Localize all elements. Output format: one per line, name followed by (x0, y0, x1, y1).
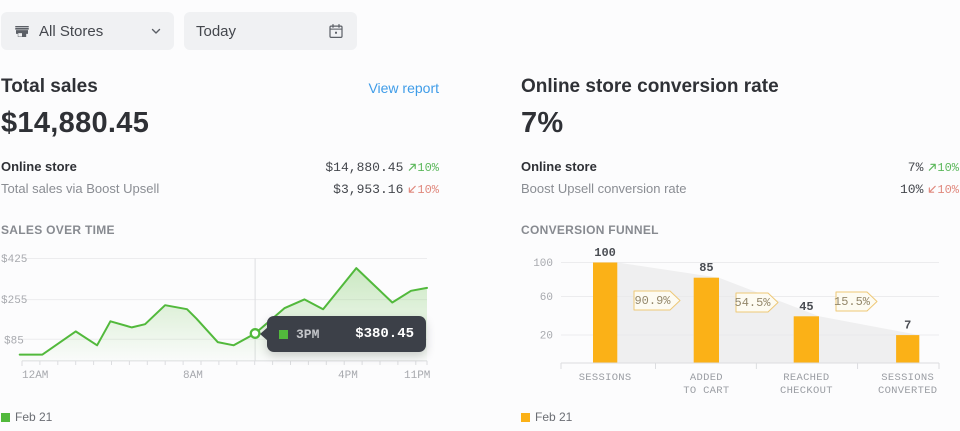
svg-text:4PM: 4PM (338, 370, 358, 382)
svg-text:100: 100 (594, 248, 616, 260)
svg-text:ADDED: ADDED (690, 372, 723, 384)
svg-text:20: 20 (540, 331, 553, 343)
svg-text:7: 7 (904, 319, 911, 333)
svg-text:$255: $255 (1, 295, 27, 307)
svg-text:REACHED: REACHED (783, 372, 829, 384)
svg-text:TO CART: TO CART (683, 385, 729, 397)
svg-text:85: 85 (699, 261, 713, 275)
svg-text:8AM: 8AM (183, 370, 203, 382)
svg-text:CONVERTED: CONVERTED (878, 385, 937, 397)
svg-text:SESSIONS: SESSIONS (881, 372, 934, 384)
svg-text:SESSIONS: SESSIONS (579, 372, 632, 384)
svg-text:11PM: 11PM (404, 370, 430, 382)
svg-text:$85: $85 (4, 336, 24, 348)
svg-text:12AM: 12AM (22, 370, 48, 382)
svg-text:100: 100 (533, 258, 553, 270)
svg-text:45: 45 (799, 300, 813, 314)
svg-text:60: 60 (540, 292, 553, 304)
svg-text:$425: $425 (1, 254, 27, 266)
svg-text:CHECKOUT: CHECKOUT (780, 385, 833, 397)
